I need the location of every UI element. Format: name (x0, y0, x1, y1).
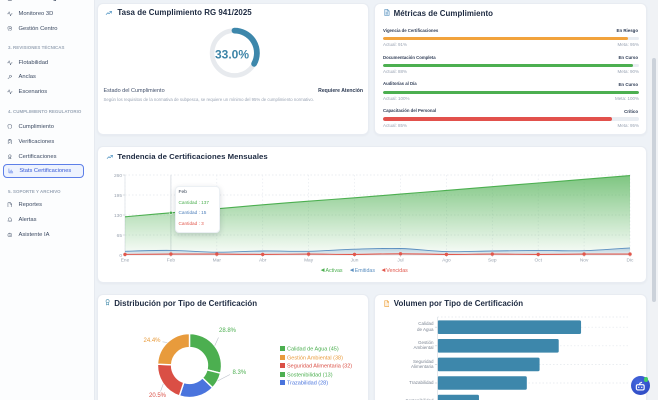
svg-text:Activas: Activas (326, 268, 343, 274)
svg-text:Nov: Nov (580, 257, 589, 263)
svg-text:Mar: Mar (213, 257, 222, 263)
svg-text:Feb: Feb (167, 257, 176, 263)
svg-text:0: 0 (119, 252, 122, 258)
svg-text:195: 195 (114, 192, 122, 198)
svg-text:33.0%: 33.0% (215, 47, 249, 61)
svg-text:Ago: Ago (442, 257, 451, 263)
svg-text:Vencidas: Vencidas (386, 268, 408, 274)
svg-text:Jul: Jul (397, 257, 403, 263)
svg-text:Oct: Oct (534, 257, 542, 263)
svg-text:Dic: Dic (627, 257, 635, 263)
svg-text:65: 65 (117, 232, 123, 238)
svg-text:Jun: Jun (351, 257, 359, 263)
svg-text:Sep: Sep (488, 257, 497, 263)
svg-text:260: 260 (114, 172, 122, 178)
svg-text:130: 130 (114, 212, 122, 218)
svg-text:Abr: Abr (259, 257, 267, 263)
svg-text:Emitidas: Emitidas (355, 268, 376, 274)
svg-text:May: May (304, 257, 314, 263)
svg-text:Ene: Ene (121, 257, 130, 263)
